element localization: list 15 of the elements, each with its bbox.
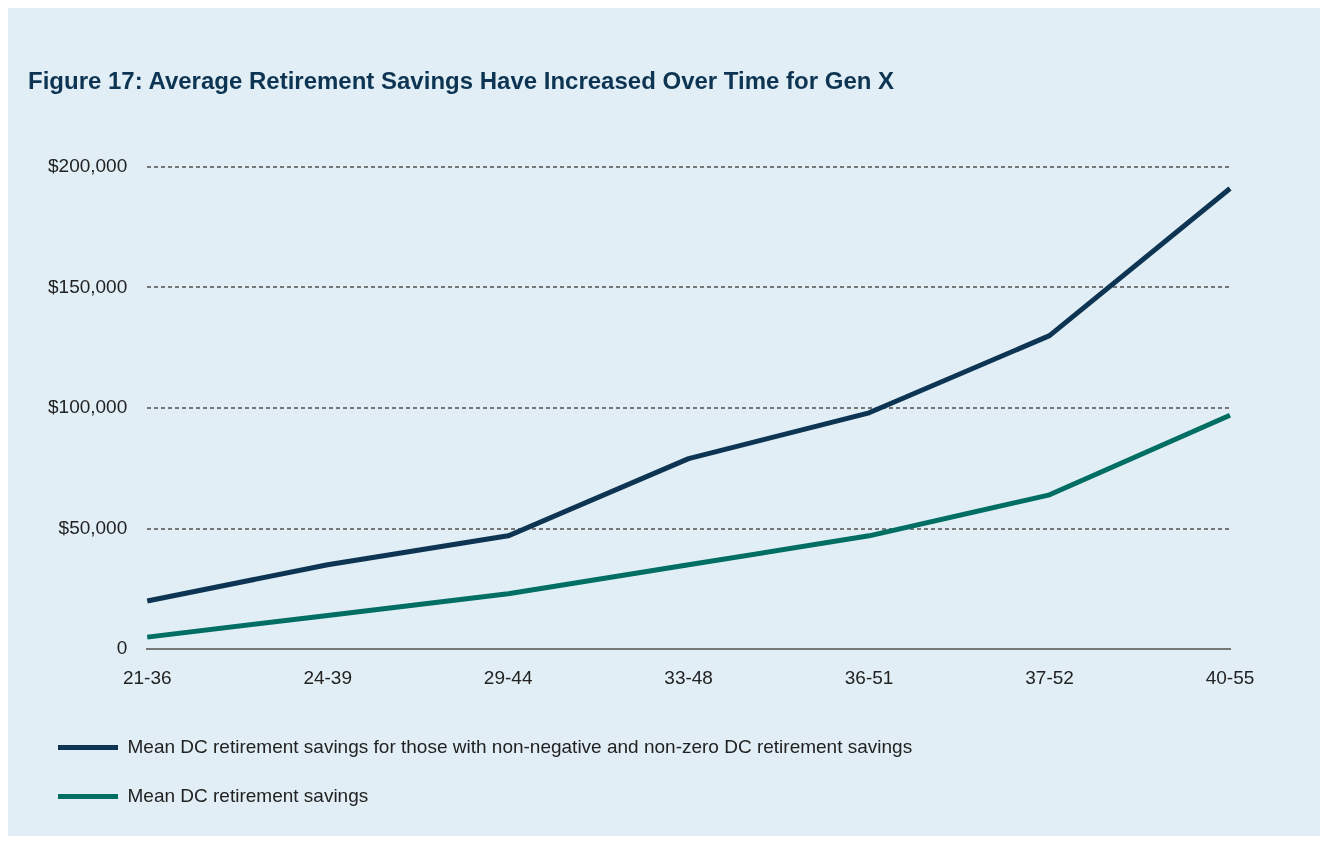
x-tick-label: 37-52	[1025, 666, 1074, 688]
y-tick-label: $50,000	[58, 516, 128, 538]
x-tick-label: 33-48	[664, 666, 713, 688]
x-tick-label: 36-51	[844, 666, 894, 688]
y-tick-label: $150,000	[48, 275, 128, 297]
legend-label: Mean DC retirement savings for those with non-negative and non-zero DC retirement savings	[127, 735, 913, 757]
x-tick-label: 24-39	[303, 666, 353, 688]
x-tick-label: 29-44	[483, 666, 533, 688]
y-tick-label: 0	[116, 637, 128, 659]
chart-title: Figure 17: Average Retirement Savings Have Increased Over Time for Gen X	[28, 67, 895, 95]
y-tick-label: $100,000	[48, 396, 128, 418]
x-tick-label: 40-55	[1205, 666, 1255, 688]
y-tick-label: $200,000	[48, 155, 128, 177]
legend-label: Mean DC retirement savings	[127, 784, 369, 806]
x-tick-label: 21-36	[122, 666, 172, 688]
